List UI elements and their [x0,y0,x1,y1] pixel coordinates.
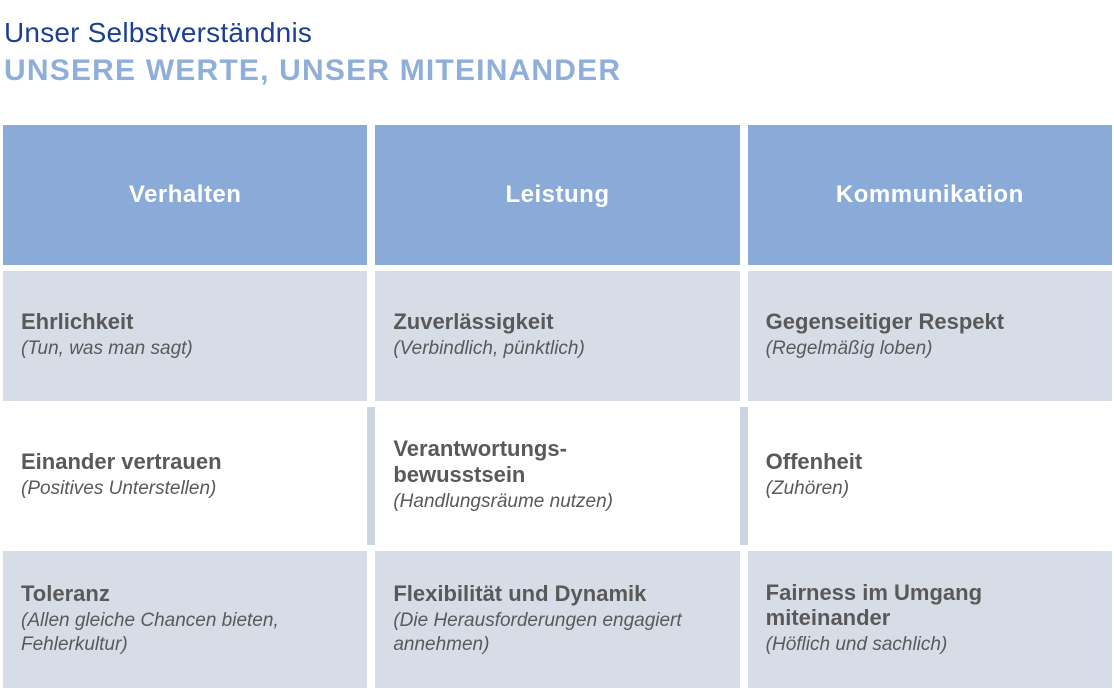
page-title: Unser Selbstverständnis [4,17,313,48]
cell-title: Zuverlässigkeit [393,308,554,334]
value-cell-flexibilitaet: Flexibilität und Dynamik (Die Herausford… [375,551,740,688]
header-cell-leistung: Leistung [375,125,740,265]
value-cell-fairness: Fairness im Umgang miteinander (Höflich … [747,551,1112,688]
table-row: Toleranz (Allen gleiche Chancen bieten, … [3,551,1112,688]
cell-subtitle: (Verbindlich, pünktlich) [393,338,585,360]
cell-title: Offenheit [765,448,863,474]
table-header-row: Verhalten Leistung Kommunikation [3,125,1112,265]
cell-subtitle: (Regelmäßig loben) [765,338,933,360]
value-cell-toleranz: Toleranz (Allen gleiche Chancen bieten, … [3,551,368,688]
cell-title: Fairness im Umgang miteinander [765,579,983,631]
cell-title: Flexibilität und Dynamik [393,580,647,606]
value-cell-offenheit: Offenheit (Zuhören) [747,407,1112,545]
cell-title: Gegenseitiger Respekt [765,308,1005,334]
cell-title: Verantwortungs- bewusstsein [393,436,567,487]
value-cell-vertrauen: Einander vertrauen (Positives Unterstell… [3,407,368,545]
value-cell-respekt: Gegenseitiger Respekt (Regelmäßig loben) [747,271,1112,401]
cell-subtitle: (Höflich und sachlich) [765,634,948,656]
page-subtitle: UNSERE WERTE, UNSER MITEINANDER [4,53,622,87]
cell-subtitle: (Die Herausforderungen engagiert annehme… [393,609,682,655]
value-cell-ehrlichkeit: Ehrlichkeit (Tun, was man sagt) [3,271,368,401]
cell-subtitle: (Handlungsräume nutzen) [393,490,614,512]
cell-title: Toleranz [21,580,110,606]
header-cell-kommunikation: Kommunikation [747,125,1112,265]
table-row: Ehrlichkeit (Tun, was man sagt) Zuverläs… [3,271,1112,401]
cell-subtitle: (Tun, was man sagt) [21,338,193,360]
value-cell-verantwortung: Verantwortungs- bewusstsein (Handlungsrä… [375,407,740,545]
cell-subtitle: (Zuhören) [765,478,850,500]
heading-block: Unser Selbstverständnis UNSERE WERTE, UN… [4,16,621,87]
cell-subtitle: (Allen gleiche Chancen bieten, Fehlerkul… [21,609,279,655]
cell-title: Ehrlichkeit [21,308,134,334]
cell-title: Einander vertrauen [21,448,222,474]
table-row: Einander vertrauen (Positives Unterstell… [3,407,1112,545]
value-cell-zuverlaessigkeit: Zuverlässigkeit (Verbindlich, pünktlich) [375,271,740,401]
header-cell-verhalten: Verhalten [3,125,368,265]
values-table: Verhalten Leistung Kommunikation Ehrlich… [3,125,1112,688]
cell-subtitle: (Positives Unterstellen) [21,478,217,500]
